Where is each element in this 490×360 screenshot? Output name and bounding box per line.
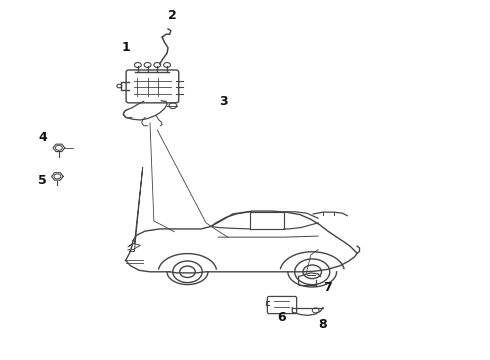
Text: 5: 5 — [38, 174, 47, 186]
Text: 3: 3 — [219, 95, 227, 108]
Text: 1: 1 — [121, 41, 130, 54]
Text: 6: 6 — [277, 311, 286, 324]
Text: 2: 2 — [168, 9, 176, 22]
Text: 4: 4 — [38, 131, 47, 144]
Text: 7: 7 — [323, 281, 332, 294]
Text: 8: 8 — [318, 318, 327, 331]
